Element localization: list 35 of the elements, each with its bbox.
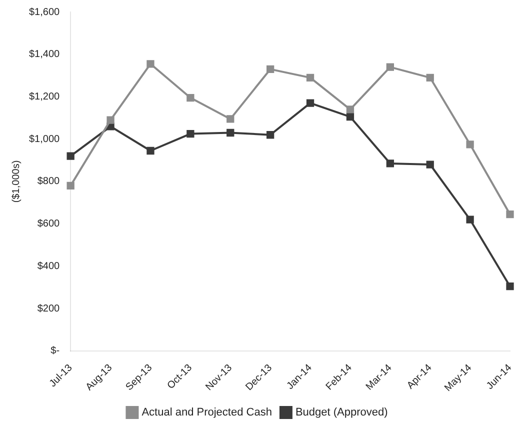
y-tick-label: $800: [37, 176, 60, 188]
y-tick-label: $200: [37, 303, 60, 314]
legend-label: Budget (Approved): [295, 406, 388, 419]
point: [226, 115, 234, 123]
point: [466, 140, 474, 148]
y-tick-label: $1,000: [28, 134, 60, 145]
point: [266, 131, 274, 139]
point: [386, 160, 394, 168]
point: [66, 152, 74, 160]
point: [346, 106, 354, 114]
y-tick-label: $1,200: [28, 91, 60, 102]
y-tick-label: $400: [37, 260, 60, 272]
point: [186, 130, 194, 138]
point: [226, 128, 234, 137]
point: [506, 210, 514, 218]
y-tick-label: $-: [50, 346, 60, 357]
point: [186, 94, 194, 102]
point: [386, 63, 394, 71]
point: [346, 113, 354, 121]
y-tick-label: $600: [37, 218, 60, 230]
point: [306, 74, 314, 82]
point: [146, 60, 154, 68]
point: [146, 146, 154, 155]
point: [106, 116, 114, 124]
point: [266, 65, 274, 74]
y-axis-title: ($1,000s): [10, 160, 22, 203]
point: [426, 160, 434, 168]
legend-label: Actual and Projected Cash: [142, 406, 272, 419]
point: [426, 74, 434, 82]
point: [306, 99, 314, 107]
point: [466, 216, 474, 224]
point: [506, 282, 514, 290]
y-tick-label: $1,400: [28, 49, 60, 60]
y-tick-label: $1,600: [28, 6, 60, 18]
point: [66, 182, 74, 190]
